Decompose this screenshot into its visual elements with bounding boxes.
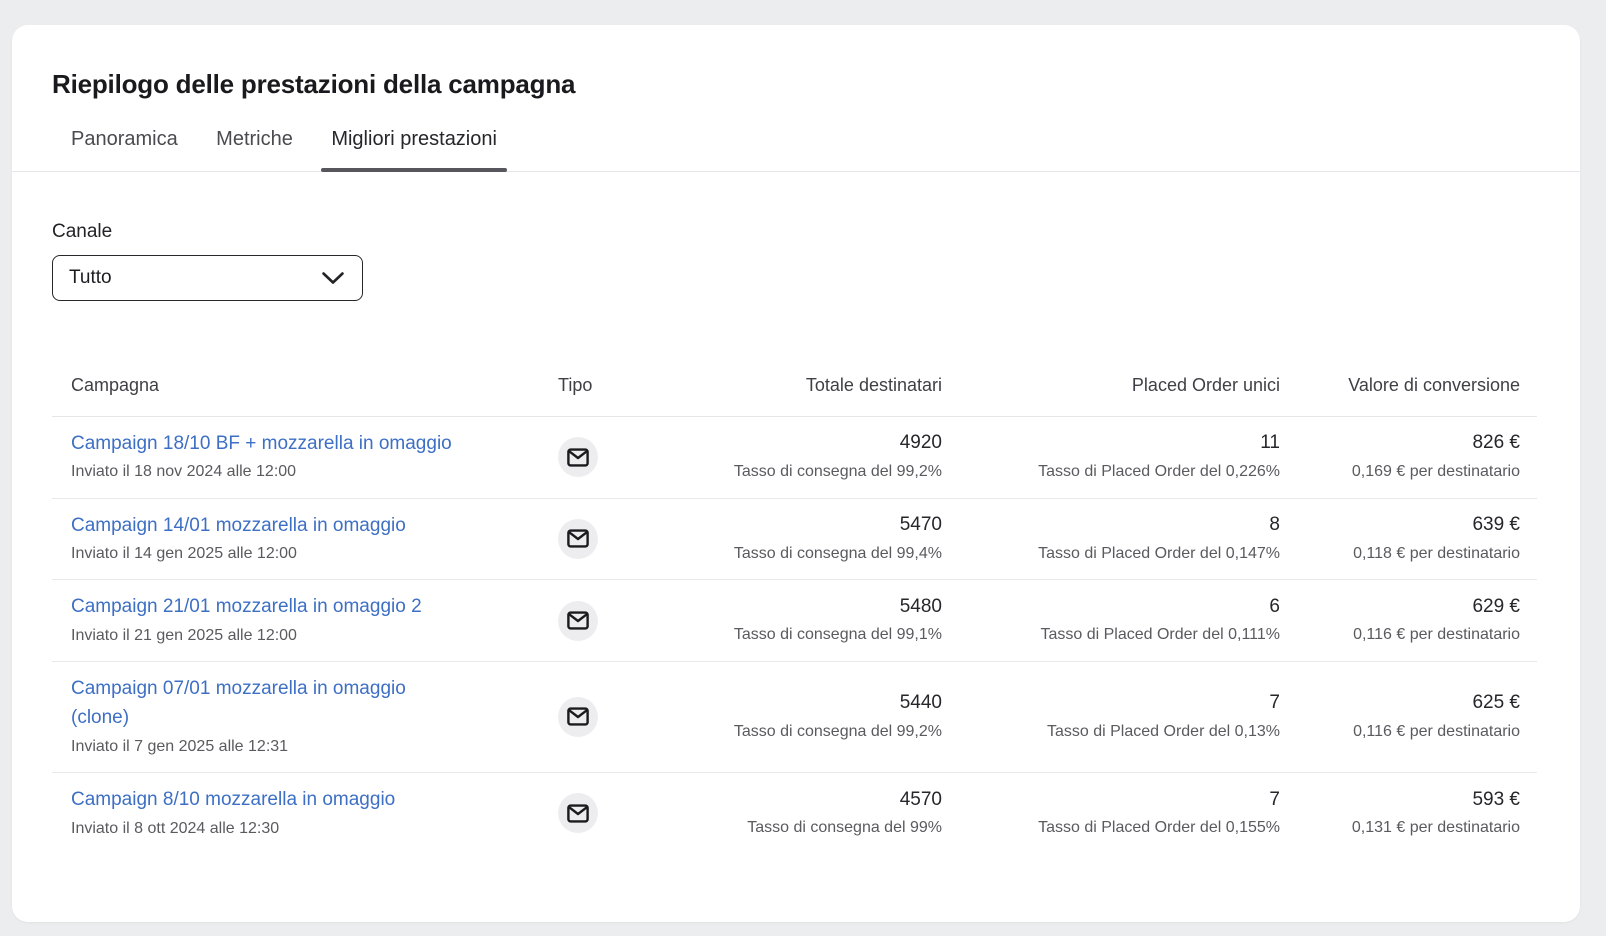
campaign-link[interactable]: Campaign 14/01 mozzarella in omaggio [71, 514, 406, 536]
delivery-rate-subtext: Tasso di consegna del 99,4% [733, 544, 942, 562]
placed-order-rate-subtext: Tasso di Placed Order del 0,155% [1038, 819, 1280, 837]
placed-order-rate-subtext: Tasso di Placed Order del 0,147% [1038, 544, 1280, 562]
conversion-value: 629 € [1472, 595, 1520, 617]
campaign-link[interactable]: Campaign 18/10 BF + mozzarella in omaggi… [71, 433, 452, 454]
placed-orders-value: 6 [1269, 595, 1280, 617]
tab-panel-migliori-prestazioni: Canale Tutto Campagna Tipo Totale destin… [12, 221, 1580, 854]
placed-order-rate-subtext: Tasso di Placed Order del 0,13% [1046, 722, 1280, 740]
column-header-campagna: Campagna [71, 375, 160, 395]
campaign-sent-info: Inviato il 18 nov 2024 alle 12:00 [71, 463, 297, 481]
placed-order-rate-subtext: Tasso di Placed Order del 0,226% [1038, 462, 1280, 480]
chevron-down-icon [322, 272, 344, 284]
campaign-performance-card: Riepilogo delle prestazioni della campag… [12, 25, 1580, 922]
table-row: Campaign 8/10 mozzarella in omaggio Invi… [52, 773, 1537, 854]
campaign-table: Campagna Tipo Totale destinatari Placed … [52, 375, 1537, 854]
delivery-rate-subtext: Tasso di consegna del 99% [747, 819, 942, 837]
delivery-rate-subtext: Tasso di consegna del 99,2% [733, 462, 942, 480]
channel-filter: Canale Tutto [52, 221, 1537, 301]
placed-orders-value: 7 [1269, 692, 1280, 714]
campaign-sent-info: Inviato il 21 gen 2025 alle 12:00 [71, 626, 297, 644]
tab-migliori-prestazioni[interactable]: Migliori prestazioni [321, 108, 507, 172]
conversion-per-recipient-subtext: 0,116 € per destinatario [1353, 626, 1520, 644]
email-icon [558, 696, 598, 737]
page-title: Riepilogo delle prestazioni della campag… [52, 69, 576, 99]
conversion-per-recipient-subtext: 0,169 € per destinatario [1351, 462, 1520, 480]
email-icon [558, 793, 598, 834]
campaign-link[interactable]: Campaign 21/01 mozzarella in omaggio 2 [71, 596, 422, 618]
conversion-value: 639 € [1472, 514, 1520, 536]
conversion-value: 826 € [1472, 432, 1520, 454]
conversion-per-recipient-subtext: 0,116 € per destinatario [1353, 722, 1520, 740]
total-recipients-value: 5480 [899, 595, 942, 617]
email-icon [558, 518, 598, 559]
column-header-valore-di-conversione: Valore di conversione [1348, 375, 1520, 395]
channel-filter-label: Canale [52, 221, 113, 242]
column-header-placed-order-unici: Placed Order unici [1131, 375, 1280, 395]
total-recipients-value: 5440 [899, 692, 942, 714]
placed-orders-value: 11 [1260, 432, 1280, 454]
column-header-tipo: Tipo [558, 375, 593, 395]
delivery-rate-subtext: Tasso di consegna del 99,2% [733, 722, 942, 740]
column-header-totale-destinatari: Totale destinatari [805, 375, 942, 395]
tab-bar: Panoramica Metriche Migliori prestazioni [12, 108, 1580, 172]
total-recipients-value: 4570 [899, 788, 942, 810]
table-row: Campaign 21/01 mozzarella in omaggio 2 I… [52, 580, 1537, 662]
conversion-value: 625 € [1472, 692, 1520, 714]
table-row: Campaign 07/01 mozzarella in omaggio (cl… [52, 662, 1537, 773]
campaign-link[interactable]: Campaign 07/01 mozzarella in omaggio (cl… [71, 677, 406, 729]
placed-orders-value: 8 [1269, 514, 1280, 536]
table-header-row: Campagna Tipo Totale destinatari Placed … [52, 375, 1537, 417]
campaign-sent-info: Inviato il 14 gen 2025 alle 12:00 [71, 545, 297, 563]
tab-metriche[interactable]: Metriche [216, 128, 293, 150]
conversion-per-recipient-subtext: 0,118 € per destinatario [1353, 544, 1520, 562]
email-icon [558, 600, 598, 641]
campaign-sent-info: Inviato il 8 ott 2024 alle 12:30 [71, 819, 280, 837]
placed-orders-value: 7 [1269, 788, 1280, 810]
channel-select[interactable]: Tutto [52, 255, 363, 301]
table-row: Campaign 18/10 BF + mozzarella in omaggi… [52, 417, 1537, 499]
conversion-per-recipient-subtext: 0,131 € per destinatario [1351, 819, 1520, 837]
channel-select-value: Tutto [69, 267, 112, 288]
total-recipients-value: 4920 [899, 432, 942, 454]
campaign-link[interactable]: Campaign 8/10 mozzarella in omaggio [71, 789, 396, 811]
tab-panoramica[interactable]: Panoramica [71, 128, 178, 150]
email-icon [558, 437, 598, 478]
campaign-sent-info: Inviato il 7 gen 2025 alle 12:31 [71, 737, 289, 755]
conversion-value: 593 € [1472, 788, 1520, 810]
placed-order-rate-subtext: Tasso di Placed Order del 0,111% [1040, 626, 1280, 644]
total-recipients-value: 5470 [899, 514, 942, 536]
delivery-rate-subtext: Tasso di consegna del 99,1% [733, 626, 942, 644]
table-row: Campaign 14/01 mozzarella in omaggio Inv… [52, 499, 1537, 581]
